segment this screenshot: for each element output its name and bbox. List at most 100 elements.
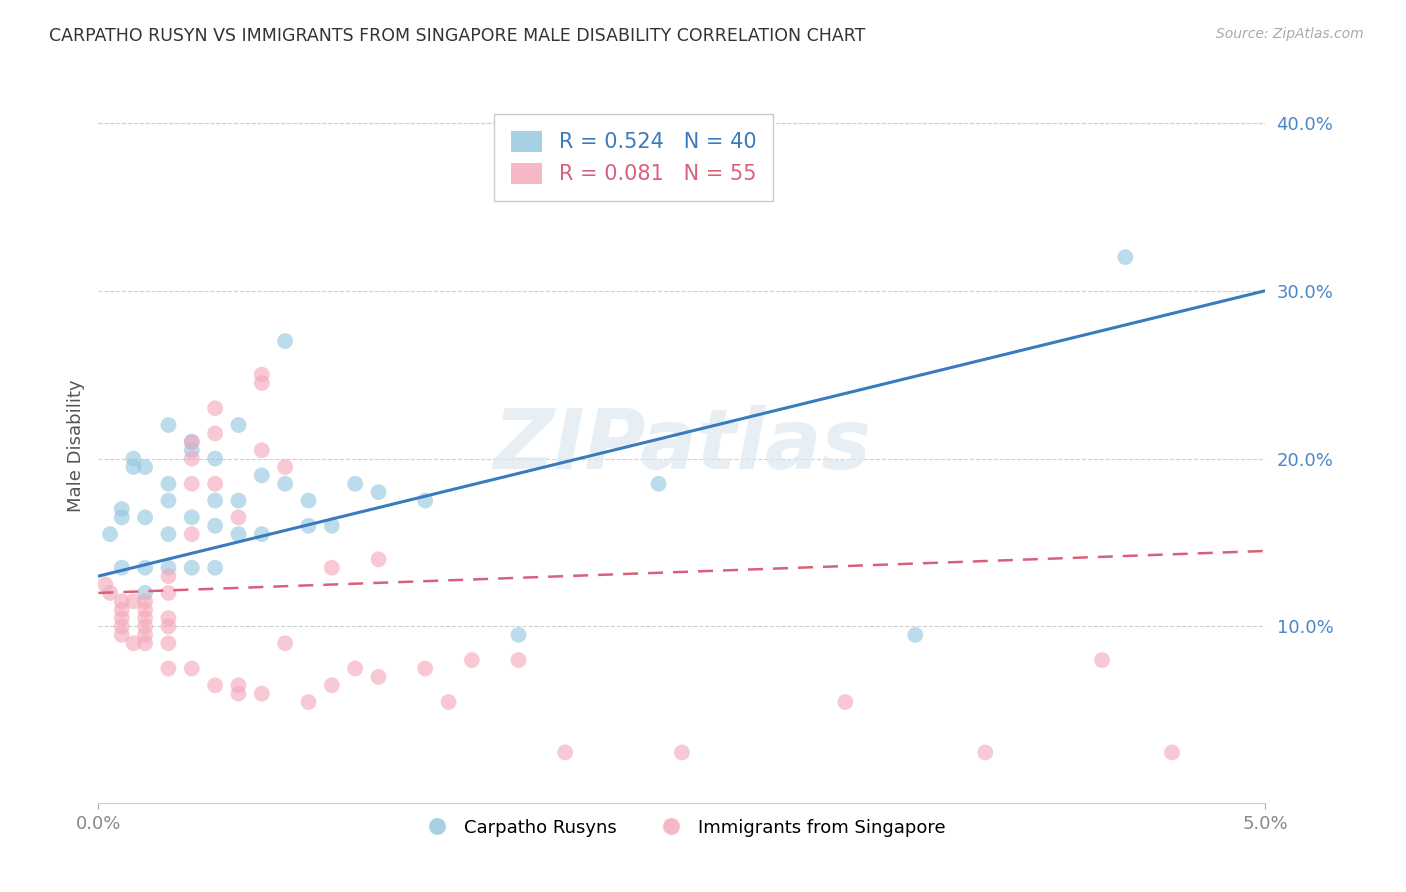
Point bbox=[157, 619, 180, 633]
Point bbox=[122, 451, 145, 466]
Point bbox=[274, 636, 297, 650]
Point bbox=[250, 443, 273, 458]
Point bbox=[204, 518, 226, 533]
Point bbox=[297, 695, 319, 709]
Text: Source: ZipAtlas.com: Source: ZipAtlas.com bbox=[1216, 27, 1364, 41]
Point bbox=[413, 661, 436, 675]
Point bbox=[157, 569, 180, 583]
Point bbox=[204, 560, 226, 574]
Point bbox=[250, 687, 273, 701]
Point bbox=[111, 560, 134, 574]
Point bbox=[157, 636, 180, 650]
Point bbox=[134, 510, 156, 524]
Point bbox=[180, 434, 202, 449]
Point bbox=[94, 577, 117, 591]
Point bbox=[180, 451, 202, 466]
Point bbox=[157, 493, 180, 508]
Point bbox=[437, 695, 460, 709]
Point bbox=[157, 560, 180, 574]
Point bbox=[134, 560, 156, 574]
Point bbox=[554, 746, 576, 760]
Point bbox=[321, 518, 343, 533]
Point bbox=[1161, 746, 1184, 760]
Point bbox=[344, 476, 367, 491]
Point bbox=[344, 661, 367, 675]
Point bbox=[157, 586, 180, 600]
Point bbox=[228, 493, 250, 508]
Point bbox=[1091, 653, 1114, 667]
Point bbox=[367, 670, 389, 684]
Point bbox=[134, 628, 156, 642]
Point bbox=[180, 434, 202, 449]
Y-axis label: Male Disability: Male Disability bbox=[66, 380, 84, 512]
Point bbox=[157, 476, 180, 491]
Point bbox=[134, 611, 156, 625]
Point bbox=[204, 678, 226, 692]
Legend: Carpatho Rusyns, Immigrants from Singapore: Carpatho Rusyns, Immigrants from Singapo… bbox=[412, 812, 952, 844]
Point bbox=[671, 746, 693, 760]
Point bbox=[461, 653, 484, 667]
Point bbox=[157, 611, 180, 625]
Point bbox=[180, 510, 202, 524]
Text: ZIPatlas: ZIPatlas bbox=[494, 406, 870, 486]
Point bbox=[228, 687, 250, 701]
Point bbox=[111, 510, 134, 524]
Point bbox=[250, 368, 273, 382]
Point bbox=[413, 493, 436, 508]
Point bbox=[204, 451, 226, 466]
Point bbox=[180, 476, 202, 491]
Point bbox=[647, 476, 669, 491]
Point bbox=[228, 678, 250, 692]
Point bbox=[904, 628, 927, 642]
Point bbox=[111, 619, 134, 633]
Point bbox=[321, 560, 343, 574]
Point bbox=[134, 603, 156, 617]
Point bbox=[367, 485, 389, 500]
Point bbox=[134, 460, 156, 475]
Point bbox=[274, 460, 297, 475]
Point bbox=[180, 560, 202, 574]
Point bbox=[274, 476, 297, 491]
Point bbox=[508, 653, 530, 667]
Point bbox=[98, 527, 121, 541]
Point bbox=[111, 502, 134, 516]
Point bbox=[228, 527, 250, 541]
Point bbox=[134, 636, 156, 650]
Point bbox=[274, 334, 297, 348]
Point bbox=[204, 426, 226, 441]
Point bbox=[157, 417, 180, 432]
Point bbox=[834, 695, 856, 709]
Point bbox=[134, 619, 156, 633]
Text: CARPATHO RUSYN VS IMMIGRANTS FROM SINGAPORE MALE DISABILITY CORRELATION CHART: CARPATHO RUSYN VS IMMIGRANTS FROM SINGAP… bbox=[49, 27, 866, 45]
Point bbox=[180, 527, 202, 541]
Point bbox=[974, 746, 997, 760]
Point bbox=[180, 661, 202, 675]
Point bbox=[122, 636, 145, 650]
Point bbox=[111, 603, 134, 617]
Point bbox=[157, 661, 180, 675]
Point bbox=[134, 586, 156, 600]
Point bbox=[204, 493, 226, 508]
Point bbox=[134, 594, 156, 608]
Point bbox=[367, 552, 389, 566]
Point bbox=[204, 476, 226, 491]
Point bbox=[204, 401, 226, 416]
Point bbox=[250, 468, 273, 483]
Point bbox=[228, 417, 250, 432]
Point bbox=[111, 628, 134, 642]
Point bbox=[297, 493, 319, 508]
Point bbox=[228, 510, 250, 524]
Point bbox=[1114, 250, 1136, 264]
Point bbox=[111, 611, 134, 625]
Point bbox=[180, 443, 202, 458]
Point bbox=[321, 678, 343, 692]
Point bbox=[250, 527, 273, 541]
Point bbox=[508, 628, 530, 642]
Point bbox=[157, 527, 180, 541]
Point bbox=[122, 594, 145, 608]
Point bbox=[98, 586, 121, 600]
Point bbox=[111, 594, 134, 608]
Point bbox=[297, 518, 319, 533]
Point bbox=[250, 376, 273, 390]
Point bbox=[122, 460, 145, 475]
